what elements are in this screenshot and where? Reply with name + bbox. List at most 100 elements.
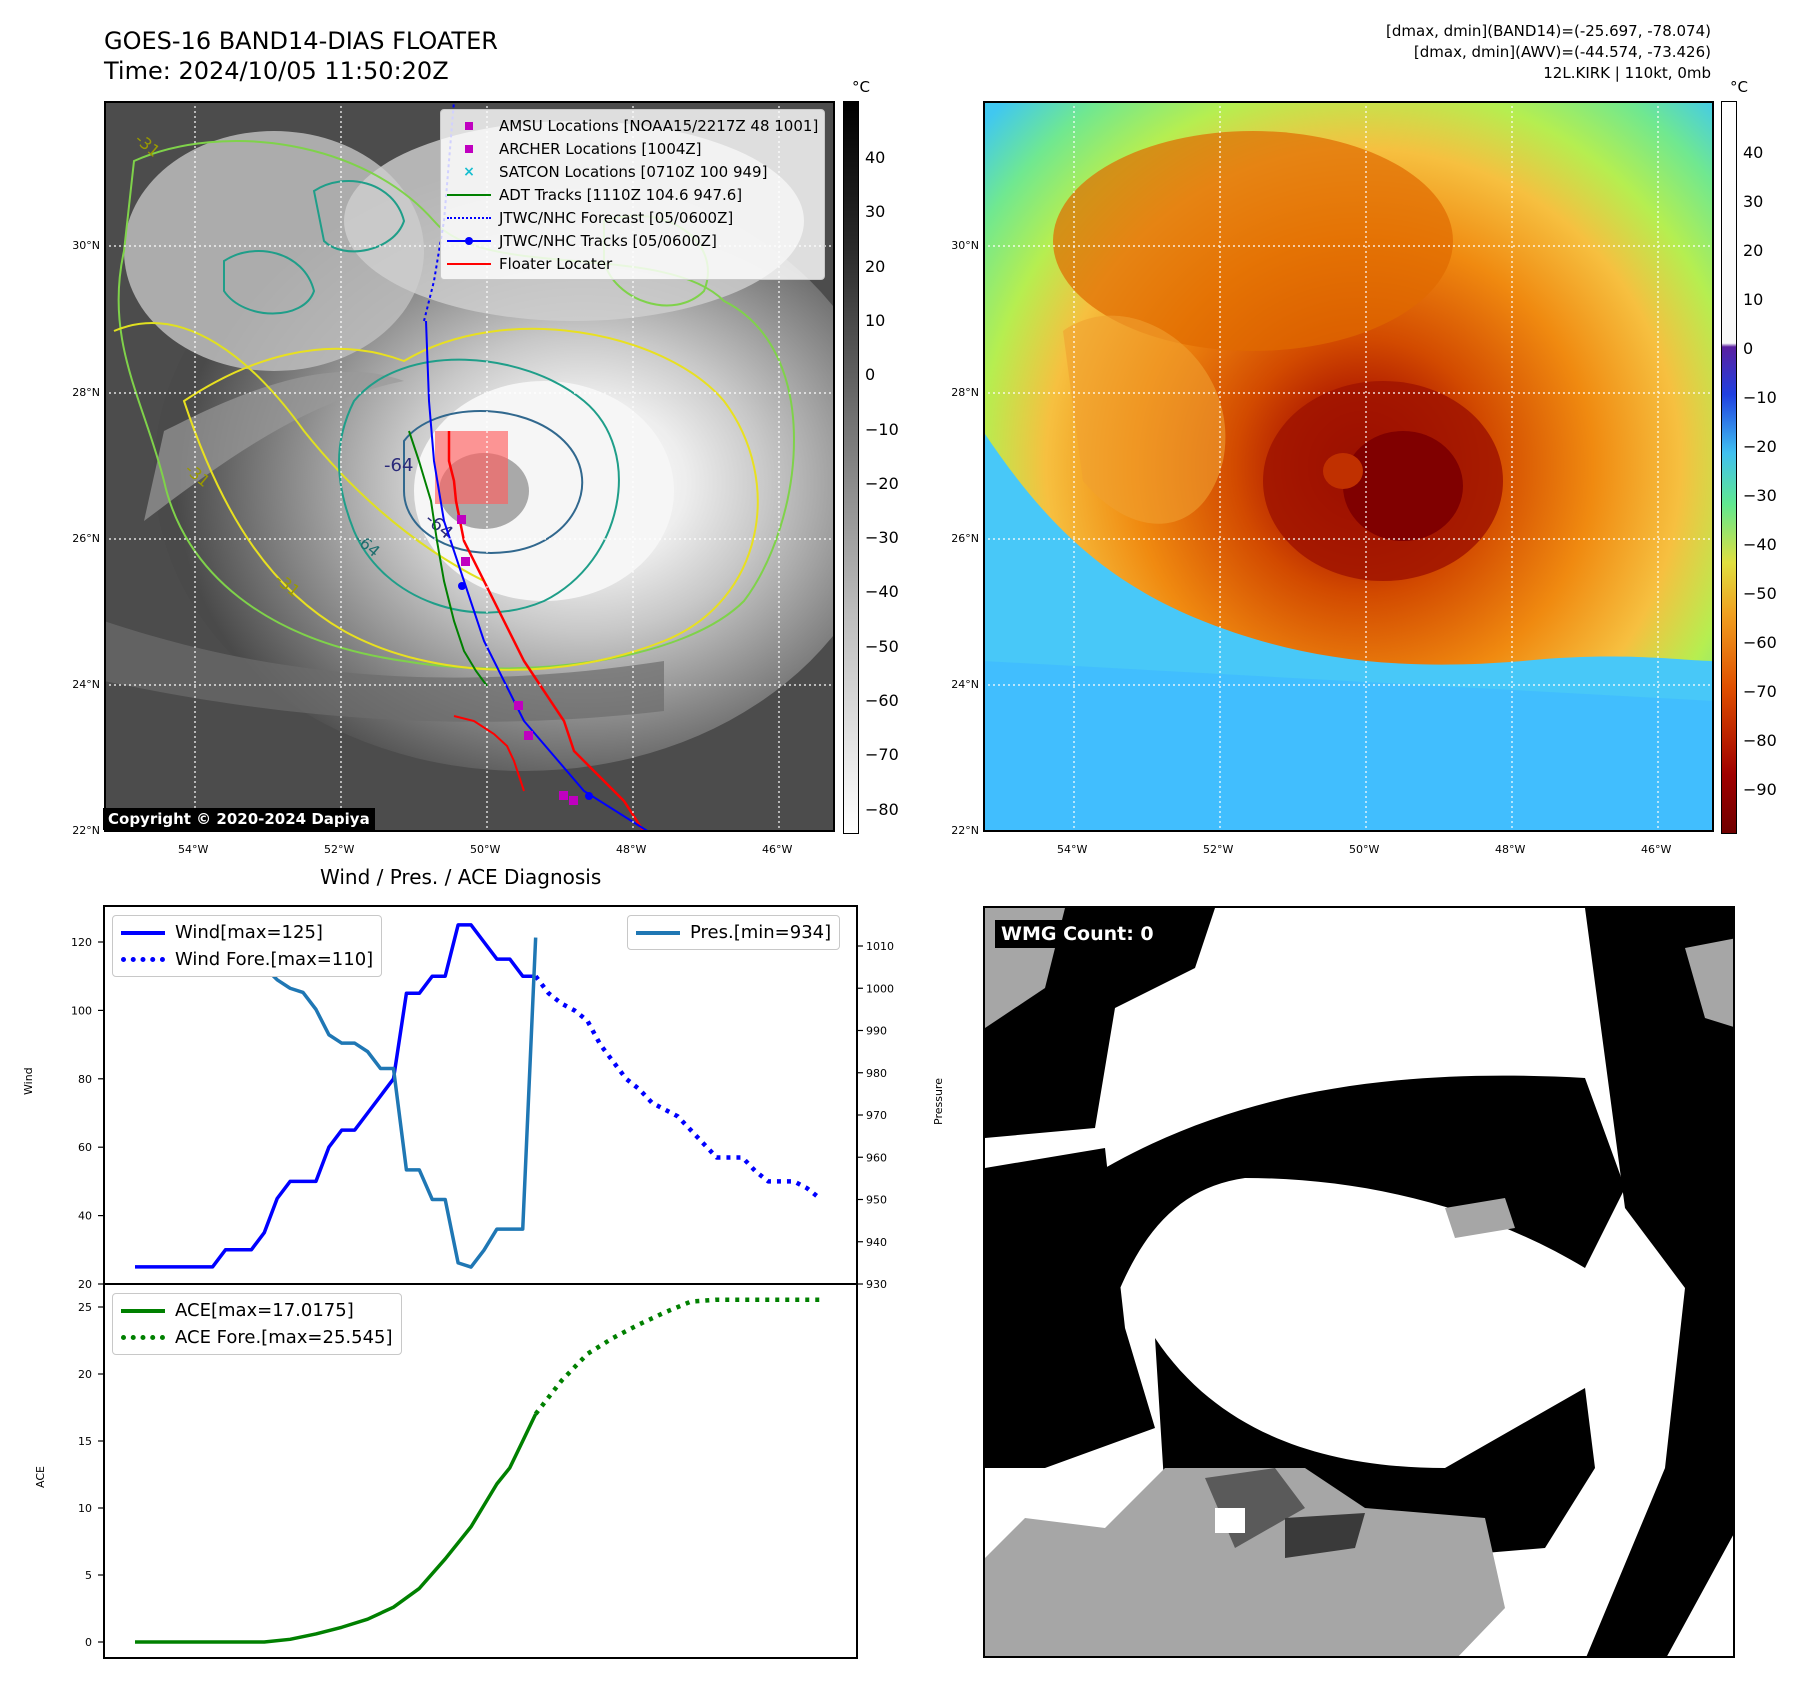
colorbar-tick: −60: [865, 691, 899, 710]
ace-axis-label: ACE: [34, 1466, 47, 1488]
legend-amsu: AMSU Locations [NOAA15/2217Z 48 1001]: [447, 114, 818, 137]
wind-tick-label: 40: [78, 1210, 92, 1223]
ace-legend: ACE[max=17.0175] ACE Fore.[max=25.545]: [112, 1293, 402, 1355]
pressure-tick-label: 980: [866, 1067, 887, 1080]
lat-label-right: 30°N: [951, 239, 979, 252]
colorbar-left-unit: °C: [852, 78, 870, 96]
lon-label-right: 50°W: [1349, 843, 1380, 856]
colorbar-tick: −80: [1743, 731, 1777, 750]
ace-series-line: [135, 1413, 538, 1644]
track-legend: AMSU Locations [NOAA15/2217Z 48 1001] AR…: [440, 109, 826, 280]
lon-label-right: 54°W: [1057, 843, 1088, 856]
wind-axis-label: Wind: [22, 1067, 35, 1095]
colorbar-left: [843, 101, 859, 834]
wind-tick-label: 60: [78, 1141, 92, 1154]
diagnosis-title: Wind / Pres. / ACE Diagnosis: [320, 865, 602, 889]
colorbar-tick: −40: [865, 582, 899, 602]
lat-label-left: 30°N: [72, 239, 100, 252]
legend-archer: ARCHER Locations [1004Z]: [447, 137, 818, 160]
ace-tick-label: 25: [78, 1301, 92, 1314]
adt-track: [408, 430, 488, 687]
legend-floater: Floater Locater: [447, 252, 818, 275]
lon-label-left: 52°W: [324, 843, 355, 856]
legend-satcon: × SATCON Locations [0710Z 100 949]: [463, 162, 768, 181]
wind-legend: Wind[max=125] Wind Fore.[max=110]: [112, 915, 383, 977]
copyright-badge: Copyright © 2020-2024 Dapiya: [103, 808, 375, 830]
colorbar-tick: −60: [1743, 633, 1777, 652]
lon-label-right: 52°W: [1203, 843, 1234, 856]
lat-label-left: 22°N: [72, 824, 100, 837]
awv-satellite-map: [983, 101, 1714, 832]
jtwc-track: [425, 320, 650, 832]
colorbar-tick: 40: [1743, 143, 1764, 162]
colorbar-tick: −40: [1743, 535, 1777, 554]
floater-box: [435, 431, 508, 504]
wmg-panel: [983, 906, 1735, 1658]
floater-locater-track: [453, 715, 525, 792]
pressure-tick-label: 1010: [866, 940, 894, 953]
lat-label-right: 22°N: [951, 824, 979, 837]
wmg-count-badge: WMG Count: 0: [995, 920, 1160, 948]
lat-label-right: 26°N: [951, 532, 979, 545]
ace-tick-label: 10: [78, 1502, 92, 1515]
colorbar-tick: −70: [865, 745, 899, 765]
ace-plot-frame: [103, 1283, 858, 1659]
pressure-tick-label: 990: [866, 1025, 887, 1038]
colorbar-tick: 20: [1743, 241, 1764, 260]
colorbar-tick: 40: [865, 148, 886, 167]
colorbar-tick: −90: [1743, 780, 1777, 799]
info-line1: [dmax, dmin](BAND14)=(-25.697, -78.074): [1386, 22, 1711, 40]
title-line2: Time: 2024/10/05 11:50:20Z: [104, 57, 449, 85]
colorbar-tick: −10: [1743, 388, 1777, 407]
pressure-tick-label: 930: [866, 1278, 887, 1291]
info-line2: [dmax, dmin](AWV)=(-44.574, -73.426): [1413, 43, 1711, 61]
legend-wind-fore: Wind Fore.[max=110]: [121, 946, 373, 973]
lat-label-left: 28°N: [72, 386, 100, 399]
colorbar-tick: −80: [865, 799, 899, 819]
ace-tick-label: 0: [85, 1636, 92, 1649]
colorbar-right-unit: °C: [1730, 78, 1748, 96]
legend-ace-fore: ACE Fore.[max=25.545]: [121, 1324, 393, 1351]
pressure-tick-label: 970: [866, 1109, 887, 1122]
colorbar-tick: −50: [1743, 584, 1777, 603]
lon-label-left: 48°W: [616, 843, 647, 856]
wind-tick-label: 120: [71, 936, 92, 949]
pressure-legend: Pres.[min=934]: [627, 915, 841, 950]
legend-adt: ADT Tracks [1110Z 104.6 947.6]: [447, 183, 818, 206]
legend-jtwc-tracks: JTWC/NHC Tracks [05/0600Z]: [447, 229, 818, 252]
colorbar-tick: 30: [865, 202, 886, 222]
lat-label-left: 26°N: [72, 532, 100, 545]
lat-label-left: 24°N: [72, 678, 100, 691]
floater-path: [447, 431, 646, 832]
colorbar-tick: 10: [865, 310, 886, 330]
contour-label-1: -64: [384, 455, 413, 476]
colorbar-tick: −70: [1743, 682, 1777, 701]
lon-label-right: 46°W: [1641, 843, 1672, 856]
lon-label-left: 46°W: [762, 843, 793, 856]
colorbar-tick: −20: [865, 473, 899, 493]
lat-label-right: 28°N: [951, 386, 979, 399]
ace-forecast-line: [533, 1297, 820, 1416]
lon-label-right: 48°W: [1495, 843, 1526, 856]
pressure-axis-label: Pressure: [932, 1078, 945, 1125]
colorbar-right: [1721, 101, 1737, 834]
lat-label-right: 24°N: [951, 678, 979, 691]
colorbar-tick: −10: [865, 419, 899, 439]
jtwc-point: [585, 792, 593, 800]
colorbar-tick: 30: [1743, 192, 1764, 211]
info-line3: 12L.KIRK | 110kt, 0mb: [1543, 64, 1711, 82]
colorbar-tick: 0: [1743, 339, 1754, 358]
colorbar-tick: −20: [1743, 437, 1777, 456]
wind-series-line: [135, 923, 536, 1269]
colorbar-tick: 10: [1743, 290, 1764, 309]
wind-tick-label: 20: [78, 1278, 92, 1291]
title-line1: GOES-16 BAND14-DIAS FLOATER: [104, 27, 498, 55]
colorbar-tick: 0: [865, 365, 876, 385]
legend-jtwc-forecast: JTWC/NHC Forecast [05/0600Z]: [447, 206, 818, 229]
legend-wind: Wind[max=125]: [121, 919, 373, 946]
pressure-tick-label: 940: [866, 1236, 887, 1249]
lon-label-left: 54°W: [178, 843, 209, 856]
lon-label-left: 50°W: [470, 843, 501, 856]
legend-pressure: Pres.[min=934]: [636, 919, 831, 946]
ace-tick-label: 20: [78, 1368, 92, 1381]
